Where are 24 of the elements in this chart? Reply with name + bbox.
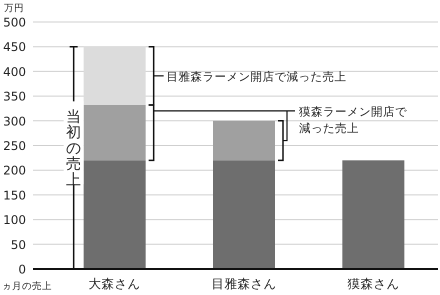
annotation: 目雅森ラーメン開店で減った売上 — [166, 69, 347, 84]
y-tick-label: 350 — [3, 90, 26, 104]
bar — [84, 160, 146, 269]
x-tick-label: 大森さん — [88, 276, 141, 291]
y-tick-label: 250 — [3, 139, 26, 153]
y-tick-label: 150 — [3, 188, 26, 202]
y-axis-title: 万円 — [4, 3, 24, 14]
bar — [213, 120, 275, 160]
y-tick-label: 0 — [18, 262, 26, 276]
bar — [342, 160, 404, 269]
y-tick-label: 400 — [3, 64, 26, 79]
x-axis-title: ヵ月の売上 — [2, 280, 52, 292]
y-tick-label: 500 — [3, 16, 26, 30]
x-tick-label: 獏森さん — [347, 276, 400, 291]
y-tick-label: 200 — [3, 164, 26, 178]
annotation: 当初の売上 — [66, 107, 82, 188]
bar — [213, 160, 275, 269]
y-tick-label: 300 — [3, 114, 26, 128]
y-tick-label: 50 — [10, 238, 26, 252]
y-tick-label: 450 — [3, 40, 26, 54]
annotation: 獏森ラーメン開店で減った売上 — [299, 104, 408, 136]
y-tick-label: 100 — [3, 213, 26, 228]
bar — [84, 46, 146, 105]
x-tick-label: 目雅森さん — [212, 276, 276, 291]
